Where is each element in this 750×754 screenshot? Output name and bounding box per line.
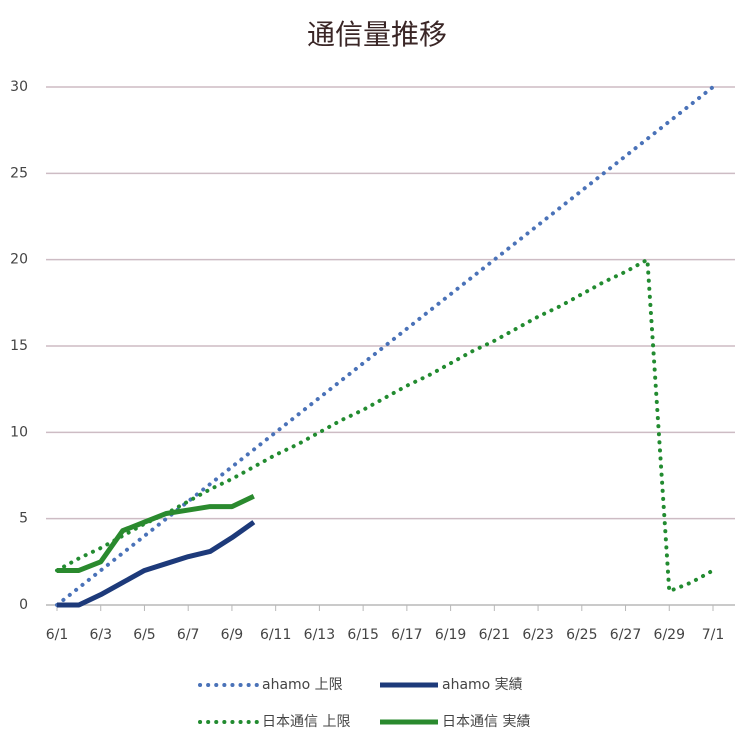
x-tick-label: 6/5 — [133, 627, 156, 643]
x-tick-label: 6/7 — [177, 627, 200, 643]
x-tick-label: 6/3 — [89, 627, 112, 643]
x-tick-label: 6/23 — [522, 627, 553, 643]
y-tick-label: 5 — [19, 511, 28, 527]
x-tick-label: 6/21 — [479, 627, 510, 643]
x-tick-label: 6/29 — [654, 627, 685, 643]
x-tick-label: 7/1 — [702, 627, 725, 643]
y-tick-label: 30 — [10, 79, 28, 95]
x-tick-label: 6/1 — [46, 627, 69, 643]
legend-label: ahamo 上限 — [262, 677, 343, 693]
x-tick-label: 6/17 — [391, 627, 422, 643]
legend-label: 日本通信 実績 — [442, 714, 530, 730]
y-tick-label: 10 — [10, 424, 28, 440]
x-tick-label: 6/25 — [566, 627, 597, 643]
x-tick-label: 6/13 — [304, 627, 335, 643]
y-tick-label: 25 — [10, 165, 28, 181]
chart-title: 通信量推移 — [307, 18, 447, 51]
y-tick-label: 0 — [19, 597, 28, 613]
x-tick-label: 6/15 — [347, 627, 378, 643]
x-tick-label: 6/11 — [260, 627, 291, 643]
legend-label: ahamo 実績 — [442, 677, 523, 693]
x-tick-label: 6/27 — [610, 627, 641, 643]
series-line — [57, 493, 255, 573]
legend-label: 日本通信 上限 — [262, 714, 350, 730]
series-line — [55, 85, 715, 607]
x-tick-label: 6/19 — [435, 627, 466, 643]
y-tick-label: 15 — [10, 338, 28, 354]
series-line — [57, 520, 256, 608]
y-tick-label: 20 — [10, 252, 28, 268]
x-tick-label: 6/9 — [221, 627, 244, 643]
